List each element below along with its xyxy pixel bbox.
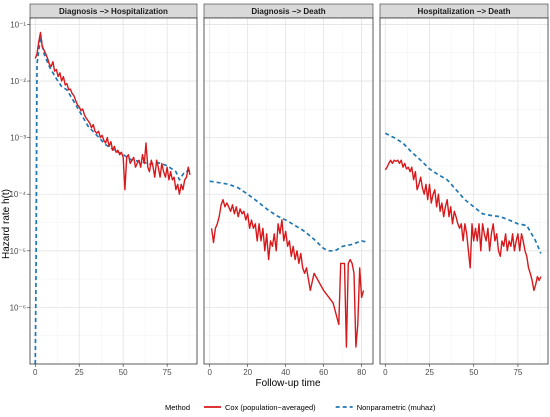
legend-title: Method [165,403,190,412]
nonparametric-series-line [34,36,191,365]
y-tick-label: 10⁻³ [10,134,26,143]
facet-strip-label: Diagnosis −> Hospitalization [59,7,168,16]
facet-strip-label: Diagnosis −> Death [251,7,325,16]
cox-series-line [384,159,542,292]
y-tick-label: 10⁻¹ [10,20,26,29]
nonparametric-series-line [384,132,542,254]
facet-panels: Diagnosis −> Hospitalization 0 25 50 75 10⁻¹ 1… [9,3,549,377]
y-axis-title: Hazard rate h(t) [1,189,12,259]
x-tick-label: 60 [319,368,328,377]
panel-border [29,17,198,365]
y-tick-label: 10⁻⁴ [9,190,26,199]
facet-panel: Hospitalization −> Death 0 25 50 75 [379,3,549,377]
legend: Method Cox (population−averaged) Nonparame… [165,403,436,412]
x-tick-label: 20 [243,368,252,377]
x-tick-label: 50 [119,368,128,377]
x-axis-title: Follow-up time [255,378,320,389]
panel-border [203,17,374,365]
panel-border [379,17,549,365]
x-tick-label: 50 [469,368,478,377]
y-tick-label: 10⁻⁵ [10,247,26,256]
x-tick-label: 75 [513,368,522,377]
x-tick-label: 0 [383,368,388,377]
x-tick-label: 0 [207,368,212,377]
x-tick-label: 0 [33,368,38,377]
legend-label: Nonparametric (muhaz) [357,403,436,412]
facet-panel: Diagnosis −> Death 0 20 40 60 80 [203,3,374,377]
cox-series-line [210,199,365,348]
x-tick-label: 25 [75,368,84,377]
y-tick-label: 10⁻² [10,77,26,86]
facet-panel: Diagnosis −> Hospitalization 0 25 50 75 10⁻¹ 1… [9,3,198,377]
cox-series-line [34,31,191,195]
x-tick-label: 40 [281,368,290,377]
x-tick-label: 80 [357,368,366,377]
panel-background [380,18,548,364]
y-tick-label: 10⁻⁶ [10,303,26,312]
x-tick-label: 25 [425,368,434,377]
x-tick-label: 75 [163,368,172,377]
facet-strip-label: Hospitalization −> Death [418,7,511,16]
nonparametric-series-line [209,180,366,252]
legend-label: Cox (population−averaged) [225,403,316,412]
